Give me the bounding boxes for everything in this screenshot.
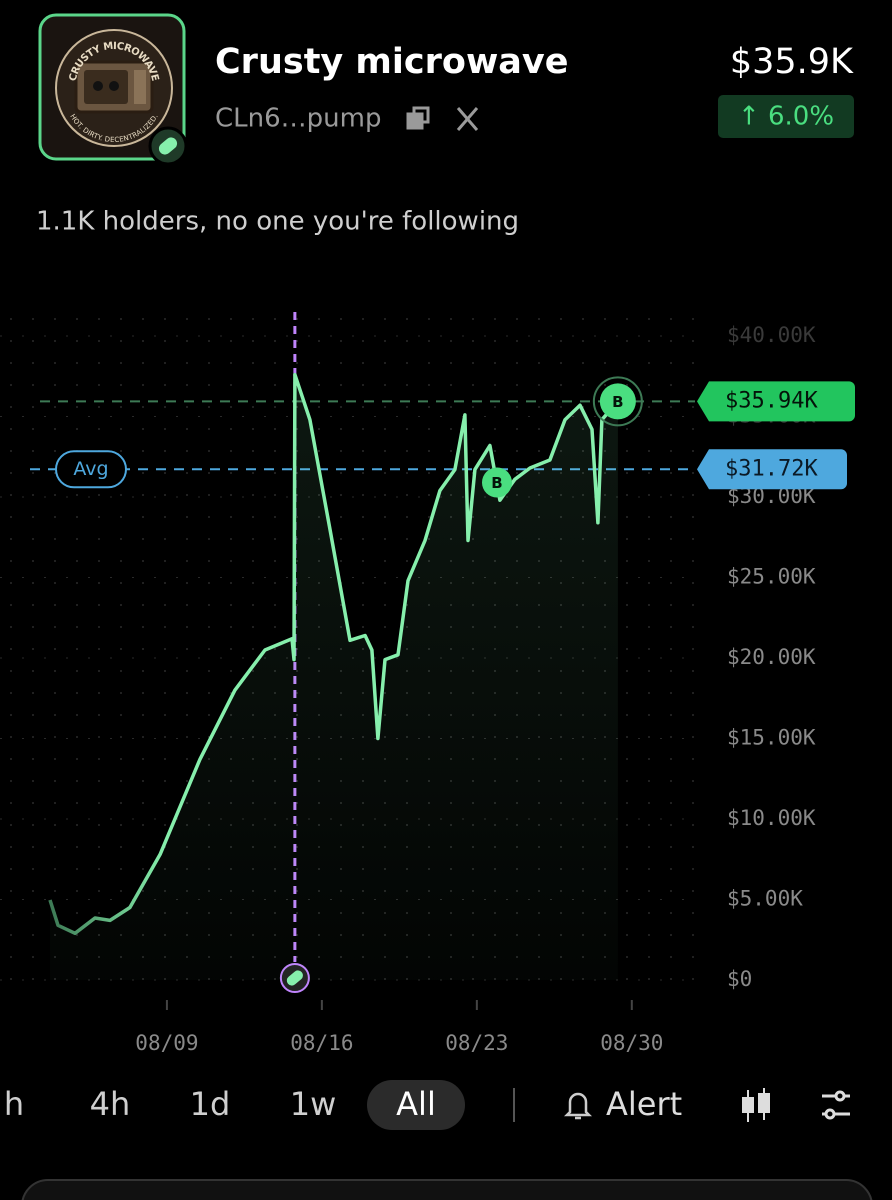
token-address[interactable]: CLn6…pump — [215, 104, 381, 134]
price-tag — [697, 449, 847, 490]
y-tick-label: $20.00K — [727, 645, 816, 669]
y-tick-label: $15.00K — [727, 726, 816, 750]
price-tag-label: $31.72K — [725, 456, 818, 481]
price-tag-label: $35.94K — [725, 388, 818, 413]
token-name: Crusty microwave — [215, 42, 568, 82]
marker-halo — [592, 376, 643, 427]
y-tick-label: $25.00K — [727, 565, 816, 589]
alert-button[interactable]: Alert — [563, 1085, 682, 1123]
price-area — [50, 374, 618, 981]
timeframe-button[interactable]: All — [396, 1085, 436, 1123]
copy-icon[interactable] — [406, 106, 430, 130]
timeframe-active-bg — [367, 1080, 465, 1130]
chart: $0$5.00K$10.00K$15.00K$20.00K$25.00K$30.… — [0, 312, 855, 1055]
token-price: $35.9K — [730, 42, 854, 82]
x-tick-label: 08/23 — [445, 1031, 508, 1055]
x-tick-label: 08/30 — [600, 1031, 663, 1055]
price-change: ↑ 6.0% — [738, 102, 834, 132]
timeframe-button[interactable]: h — [4, 1085, 24, 1123]
holders-text: 1.1K holders, no one you're following — [36, 207, 519, 237]
avg-pill — [55, 450, 127, 489]
alert-label: Alert — [606, 1085, 682, 1123]
settings-icon[interactable] — [822, 1090, 850, 1120]
y-tick-label: $40.00K — [727, 323, 816, 347]
buy-marker-label: B — [612, 393, 623, 411]
y-tick-label: $10.00K — [727, 806, 816, 830]
timeframe-button[interactable]: 4h — [90, 1085, 131, 1123]
x-tick-label: 08/16 — [290, 1031, 353, 1055]
bottom-panel — [21, 1179, 873, 1200]
timeframe-bar: h 4h 1d 1w All — [4, 1080, 465, 1130]
x-tick-label: 08/09 — [135, 1031, 198, 1055]
y-tick-label: $5.00K — [727, 887, 803, 911]
price-tag — [697, 381, 855, 422]
timeframe-button[interactable]: 1w — [290, 1085, 337, 1123]
buy-marker-label: B — [491, 474, 502, 492]
buy-marker[interactable] — [481, 467, 512, 498]
avg-label: Avg — [73, 458, 108, 480]
buy-marker[interactable] — [599, 383, 636, 420]
x-link-icon[interactable] — [456, 107, 479, 131]
y-tick-label: $0 — [727, 967, 752, 991]
token-logo[interactable]: CRUSTY MICROWAVE HOT. DIRTY. DECENTRALIZ… — [38, 13, 188, 166]
change-badge — [718, 95, 854, 138]
timeframe-button[interactable]: 1d — [190, 1085, 231, 1123]
price-line — [48, 372, 620, 936]
candle-icon[interactable] — [742, 1088, 770, 1122]
